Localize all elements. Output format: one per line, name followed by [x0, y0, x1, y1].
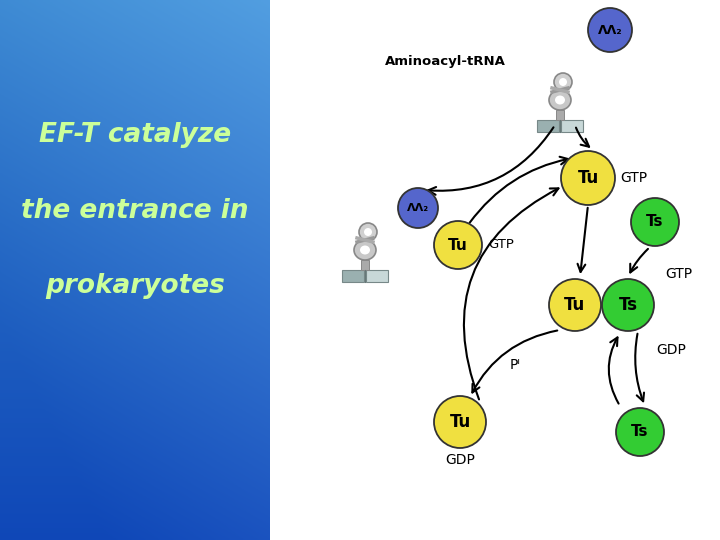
Ellipse shape: [549, 90, 571, 110]
Text: Pᴵ: Pᴵ: [510, 358, 521, 372]
Text: GTP: GTP: [488, 239, 514, 252]
Text: GDP: GDP: [445, 453, 475, 467]
Ellipse shape: [554, 73, 572, 91]
Circle shape: [398, 188, 438, 228]
Ellipse shape: [364, 228, 372, 236]
Text: Ts: Ts: [631, 424, 649, 440]
Text: Ts: Ts: [647, 214, 664, 230]
Circle shape: [434, 396, 486, 448]
Bar: [556, 110, 564, 120]
Text: EF-T catalyze: EF-T catalyze: [39, 122, 231, 148]
Text: Tu: Tu: [448, 238, 468, 253]
Text: the entrance in: the entrance in: [22, 198, 248, 224]
Circle shape: [549, 279, 601, 331]
Ellipse shape: [555, 96, 565, 105]
Ellipse shape: [354, 240, 376, 260]
Ellipse shape: [359, 223, 377, 241]
Circle shape: [588, 8, 632, 52]
Bar: [366, 270, 388, 282]
Text: Tu: Tu: [449, 413, 471, 431]
Ellipse shape: [559, 78, 567, 86]
Bar: [342, 270, 364, 282]
Bar: [561, 120, 583, 132]
Text: Aminoacyl-tRNA: Aminoacyl-tRNA: [385, 56, 506, 69]
Circle shape: [434, 221, 482, 269]
Text: prokaryotes: prokaryotes: [45, 273, 225, 299]
Text: ΛΛ₂: ΛΛ₂: [598, 24, 622, 37]
Bar: [361, 260, 369, 270]
Ellipse shape: [360, 246, 370, 254]
Circle shape: [602, 279, 654, 331]
Text: Tu: Tu: [577, 169, 598, 187]
Text: Tu: Tu: [564, 296, 585, 314]
Text: GTP: GTP: [665, 267, 692, 281]
Circle shape: [631, 198, 679, 246]
Text: GTP: GTP: [620, 171, 647, 185]
Text: Ts: Ts: [618, 296, 637, 314]
Bar: [537, 120, 559, 132]
Text: ΛΛ₂: ΛΛ₂: [407, 203, 429, 213]
Circle shape: [616, 408, 664, 456]
Text: GDP: GDP: [656, 343, 686, 357]
Circle shape: [561, 151, 615, 205]
